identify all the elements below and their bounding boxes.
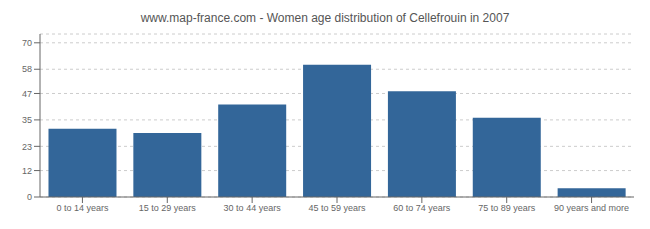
svg-text:90 years and more: 90 years and more — [554, 203, 629, 213]
svg-text:15 to 29 years: 15 to 29 years — [139, 203, 197, 213]
svg-text:45 to 59 years: 45 to 59 years — [308, 203, 366, 213]
svg-text:58: 58 — [22, 64, 32, 74]
svg-text:70: 70 — [22, 38, 32, 48]
svg-text:30 to 44 years: 30 to 44 years — [224, 203, 282, 213]
svg-text:60 to 74 years: 60 to 74 years — [393, 203, 451, 213]
svg-text:0: 0 — [27, 192, 32, 202]
svg-text:12: 12 — [22, 166, 32, 176]
html-text:www.map-france.com - Women age: www.map-france.com - Women age distribut… — [140, 11, 510, 25]
svg-text:23: 23 — [22, 142, 32, 152]
svg-text:47: 47 — [22, 89, 32, 99]
svg-text:75 to 89 years: 75 to 89 years — [478, 203, 536, 213]
svg-text:0 to 14 years: 0 to 14 years — [56, 203, 109, 213]
svg-text:35: 35 — [22, 115, 32, 125]
